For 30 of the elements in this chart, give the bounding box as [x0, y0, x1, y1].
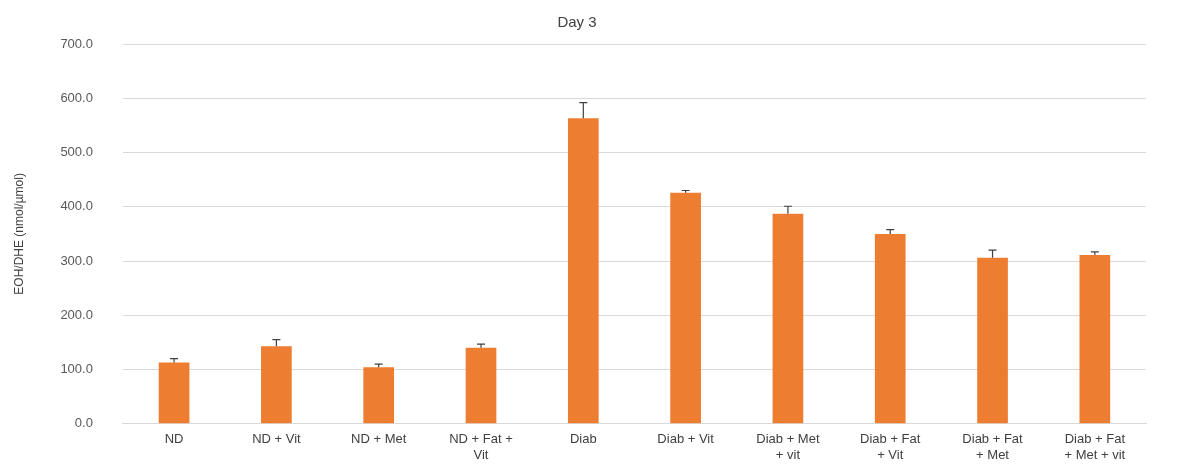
y-tick-label: 200.0: [60, 306, 93, 322]
x-tick-label: ND + Vit: [252, 431, 302, 447]
y-tick-label: 0.0: [74, 415, 93, 431]
y-tick-label: 500.0: [60, 144, 93, 160]
bar: [261, 346, 292, 424]
y-tick-label: 600.0: [60, 89, 93, 105]
y-axis-title: EOH/DHE (nmol/µmol): [11, 173, 26, 295]
bar: [1079, 255, 1111, 424]
x-tick-label: Diab + Fat + Met: [962, 431, 1024, 462]
bar: [567, 118, 599, 424]
x-tick-label: Diab + Met + vit: [756, 431, 820, 462]
y-tick-label: 700.0: [60, 35, 93, 51]
x-tick-label: ND: [164, 431, 184, 447]
y-tick-label: 400.0: [60, 198, 93, 214]
x-tick-label: Diab + Fat + Met + vit: [1064, 431, 1126, 462]
bar: [670, 192, 701, 424]
bar: [363, 367, 395, 424]
x-tick-label: ND + Fat + Vit: [449, 431, 513, 462]
x-tick-label: Diab + Vit: [657, 431, 715, 447]
x-tick-label: Diab + Fat + Vit: [860, 431, 921, 462]
bar: [977, 257, 1008, 424]
y-tick-label: 300.0: [60, 252, 93, 268]
chart-title: Day 3: [557, 13, 597, 31]
y-tick-label: 100.0: [60, 361, 93, 377]
bar: [465, 347, 497, 424]
x-tick-label: Diab: [569, 431, 597, 447]
x-tick-label: ND + Met: [351, 431, 407, 447]
bar: [874, 233, 906, 424]
bar: [772, 213, 804, 424]
bar: [158, 362, 190, 424]
